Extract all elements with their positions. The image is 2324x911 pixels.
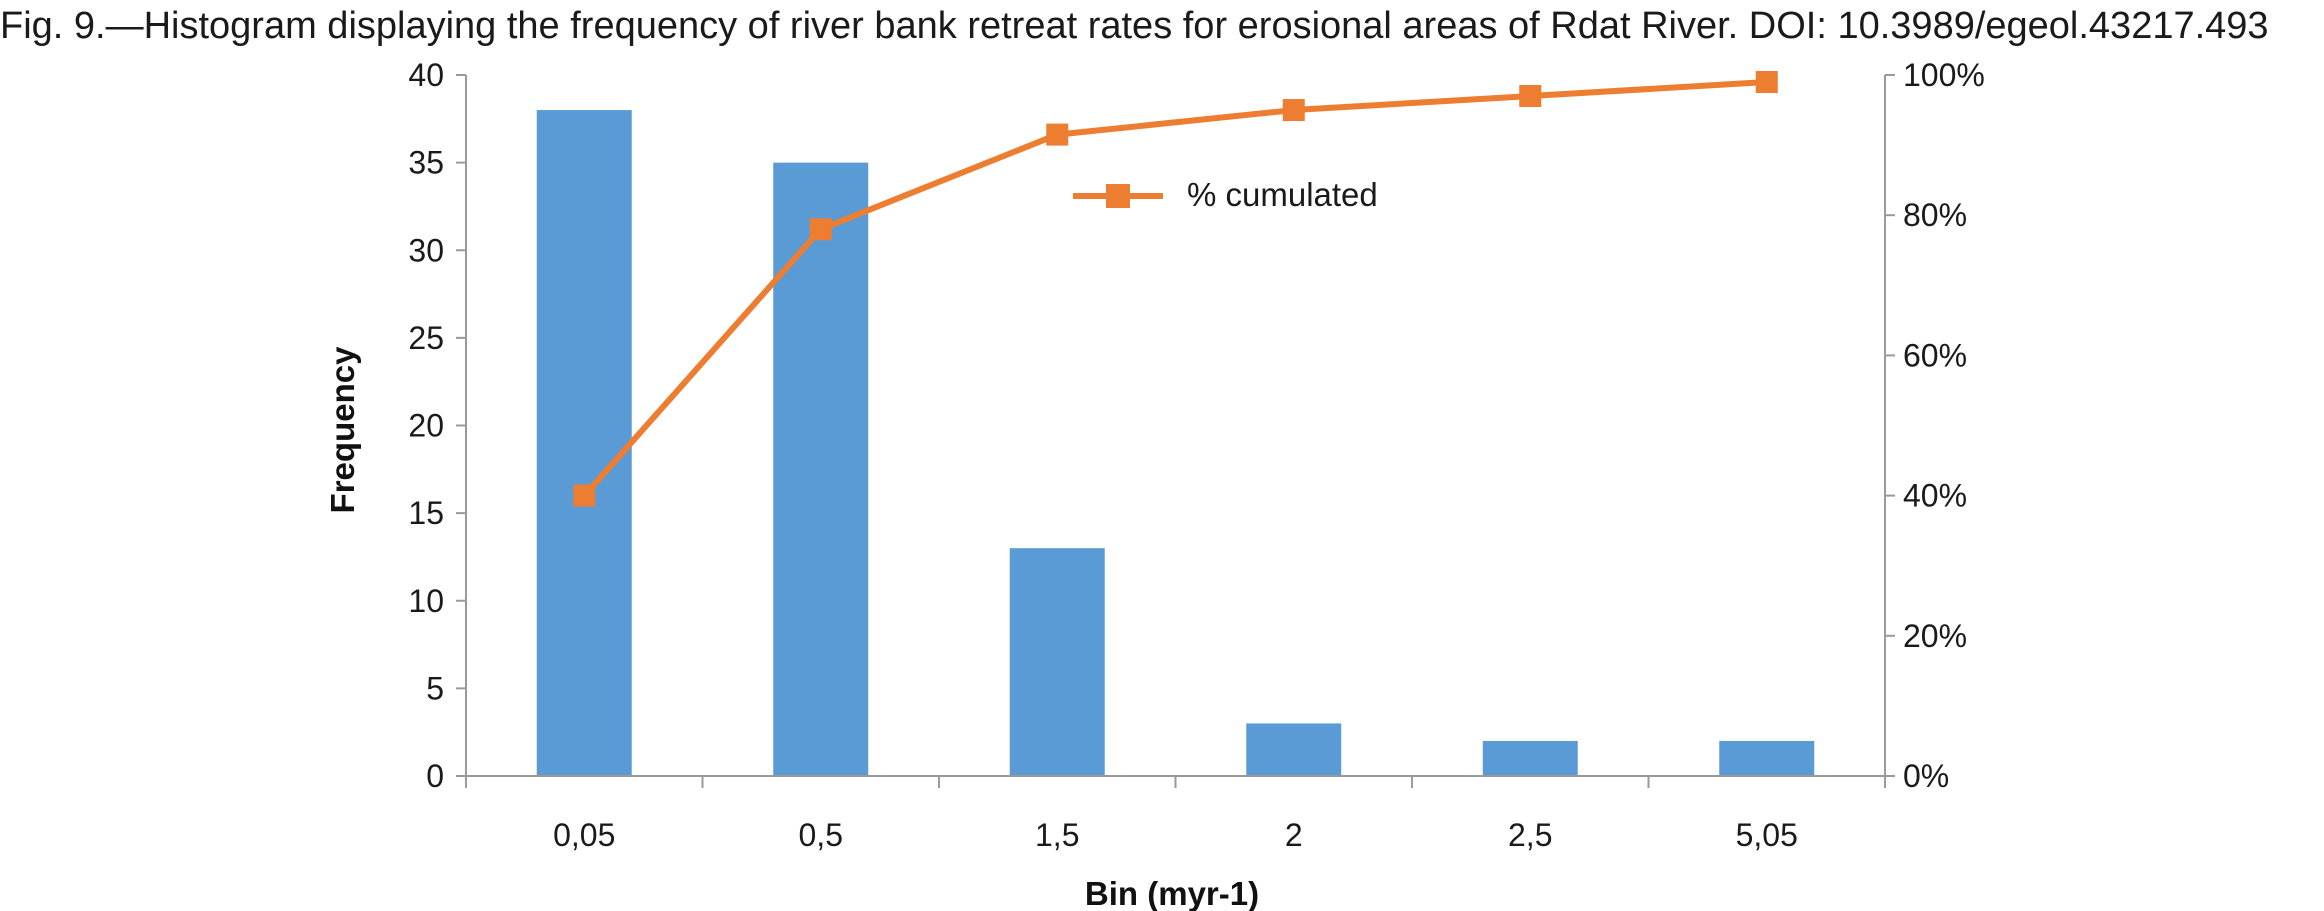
right-tick-label: 40% — [1903, 478, 1967, 514]
x-tick-label: 2 — [1285, 817, 1303, 853]
x-tick-label: 2,5 — [1508, 817, 1552, 853]
left-tick-label: 0 — [426, 758, 444, 794]
right-tick-label: 60% — [1903, 337, 1967, 373]
legend-label: % cumulated — [1187, 176, 1378, 213]
line-marker-4 — [1282, 99, 1305, 122]
bar-2 — [773, 162, 869, 776]
bar-4 — [1246, 723, 1342, 776]
line-marker-5 — [1519, 85, 1542, 108]
bar-1 — [536, 110, 632, 777]
right-tick-label: 0% — [1903, 758, 1949, 794]
cumulated-line — [582, 79, 1767, 498]
y-axis-title: Frequency — [324, 346, 361, 514]
left-tick-label: 20 — [408, 408, 444, 444]
left-axis-ticks: 0 5 10 15 20 25 30 35 40 — [408, 57, 466, 794]
bar-6 — [1719, 740, 1815, 776]
bar-series — [536, 110, 1815, 777]
left-tick-label: 25 — [408, 320, 444, 356]
line-marker-3 — [1046, 123, 1069, 146]
line-marker-1 — [573, 484, 596, 507]
left-tick-label: 15 — [408, 495, 444, 531]
right-axis-ticks: 0% 20% 40% 60% 80% 100% — [1885, 57, 1985, 794]
legend-marker-swatch — [1106, 184, 1130, 208]
left-tick-label: 40 — [408, 57, 444, 93]
left-tick-label: 30 — [408, 232, 444, 268]
cumulated-line-series — [573, 71, 1778, 507]
left-tick-label: 35 — [408, 145, 444, 181]
right-tick-label: 20% — [1903, 618, 1967, 654]
line-marker-2 — [809, 218, 832, 241]
left-tick-label: 5 — [426, 670, 444, 706]
x-tick-label: 5,05 — [1736, 817, 1798, 853]
right-tick-label: 80% — [1903, 197, 1967, 233]
bar-5 — [1482, 740, 1578, 776]
x-tick-label: 0,5 — [799, 817, 843, 853]
bar-3 — [1009, 548, 1105, 776]
chart-axes — [465, 75, 1886, 777]
x-axis-title: Bin (myr-1) — [1085, 875, 1259, 911]
chart-legend: % cumulated — [1073, 176, 1378, 213]
line-marker-6 — [1755, 71, 1778, 94]
x-tick-label: 1,5 — [1035, 817, 1079, 853]
figure-caption: Fig. 9.—Histogram displaying the frequen… — [0, 5, 2269, 47]
x-tick-label: 0,05 — [553, 817, 615, 853]
right-tick-label: 100% — [1903, 57, 1985, 93]
left-tick-label: 10 — [408, 583, 444, 619]
category-axis-ticks: 0,05 0,5 1,5 2 2,5 5,05 — [465, 776, 1886, 853]
